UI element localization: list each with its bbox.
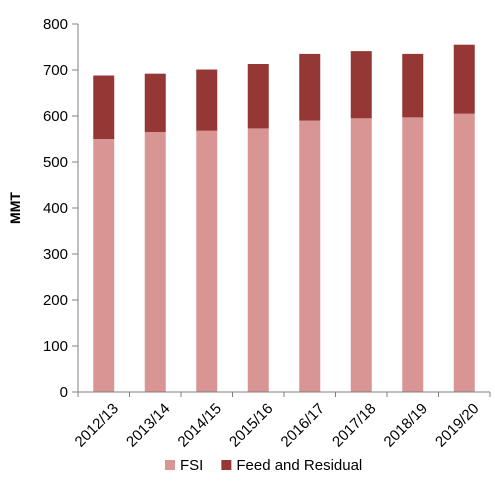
bar-fsi-1: [144, 132, 166, 392]
y-tick-label: 500: [43, 154, 68, 171]
bar-fsi-5: [350, 118, 372, 393]
y-tick-label: 0: [60, 384, 68, 401]
x-axis: 2012/13 2013/14 2014/15 2015/16 2016/17 2017/…: [72, 392, 491, 451]
bar-fsi-7: [453, 113, 475, 392]
bar-fsi-0: [93, 139, 115, 392]
bar-feed-and-residual-5: [350, 51, 372, 119]
bar-feed-and-residual-1: [144, 73, 166, 133]
bar-fsi-6: [402, 117, 424, 392]
y-tick-label: 700: [43, 62, 68, 79]
bar-feed-and-residual-6: [402, 53, 424, 118]
legend-swatch-fsi: [165, 460, 175, 470]
x-tick-label: 2016/17: [278, 400, 328, 450]
x-tick-label: 2013/14: [123, 400, 173, 450]
bar-fsi-4: [299, 120, 321, 392]
bar-fsi-2: [196, 130, 218, 392]
y-tick-label: 600: [43, 108, 68, 125]
x-tick-label: 2015/16: [226, 400, 276, 450]
y-tick-label: 800: [43, 16, 68, 33]
y-tick-label: 300: [43, 246, 68, 263]
x-tick-label: 2014/15: [175, 400, 225, 450]
legend: FSI Feed and Residual: [165, 457, 362, 474]
x-tick-label: 2012/13: [72, 400, 122, 450]
y-tick-label: 100: [43, 338, 68, 355]
x-tick-label: 2018/19: [381, 400, 431, 450]
bar-feed-and-residual-2: [196, 69, 218, 131]
bar-feed-and-residual-0: [93, 75, 115, 139]
y-axis: 0 100 200 300 400 500 600 700 800: [43, 16, 78, 401]
legend-label-feed-and-residual: Feed and Residual: [236, 457, 362, 474]
x-tick-label: 2017/18: [329, 400, 379, 450]
y-tick-label: 200: [43, 292, 68, 309]
y-axis-title: MMT: [7, 192, 23, 224]
bar-feed-and-residual-7: [453, 44, 475, 114]
y-tick-label: 400: [43, 200, 68, 217]
bar-fsi-3: [247, 128, 269, 393]
legend-label-fsi: FSI: [180, 457, 203, 474]
bar-feed-and-residual-3: [247, 64, 269, 129]
legend-swatch-feed-and-residual: [221, 460, 232, 470]
axes: [77, 24, 490, 393]
bars: [93, 44, 475, 393]
bar-feed-and-residual-4: [299, 53, 321, 121]
x-tick-label: 2019/20: [432, 400, 482, 450]
